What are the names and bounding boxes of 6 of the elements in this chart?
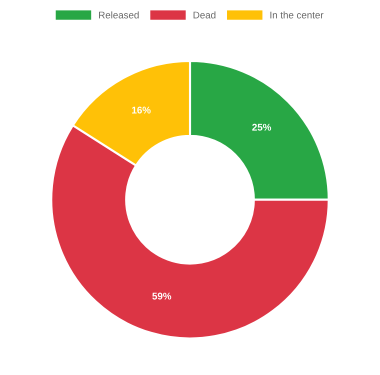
data-label: 16% (132, 106, 151, 114)
legend-label: In the center (270, 11, 324, 18)
legend-label: Dead (194, 11, 216, 18)
data-label: 25% (252, 124, 272, 131)
data-label: 59% (152, 292, 172, 300)
legend-label: Released (99, 11, 139, 18)
